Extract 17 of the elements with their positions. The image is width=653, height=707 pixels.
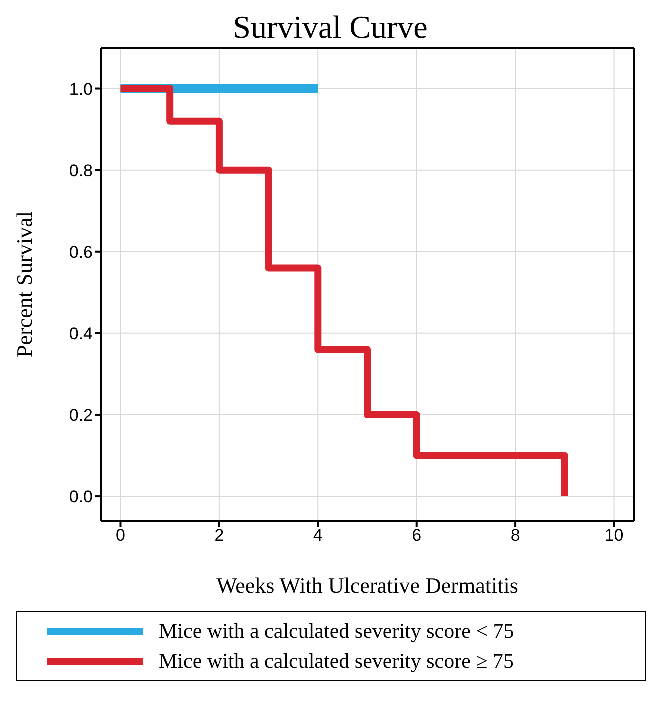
y-tick-label: 0.8: [69, 161, 93, 180]
y-tick-label: 1.0: [69, 80, 93, 99]
legend-label: Mice with a calculated severity score < 75: [159, 618, 514, 644]
x-tick-label: 0: [116, 526, 126, 546]
x-tick-label: 2: [214, 526, 224, 546]
y-axis-title: Percent Survival: [12, 211, 37, 358]
y-tick-label: 0.6: [69, 242, 93, 262]
x-tick-label: 8: [510, 526, 520, 546]
y-tick-label: 0.4: [69, 324, 93, 344]
x-axis-title: Weeks With Ulcerative Dermatitis: [216, 573, 518, 598]
chart-title: Survival Curve: [232, 8, 429, 46]
y-tick-label: 0.0: [69, 488, 93, 507]
x-tick-label: 6: [412, 526, 422, 546]
y-tick-label: 0.2: [69, 406, 93, 426]
x-tick-label: 4: [313, 526, 323, 546]
legend-label: Mice with a calculated severity score ≥ 75: [159, 648, 514, 674]
x-tick-label: 10: [604, 526, 624, 546]
